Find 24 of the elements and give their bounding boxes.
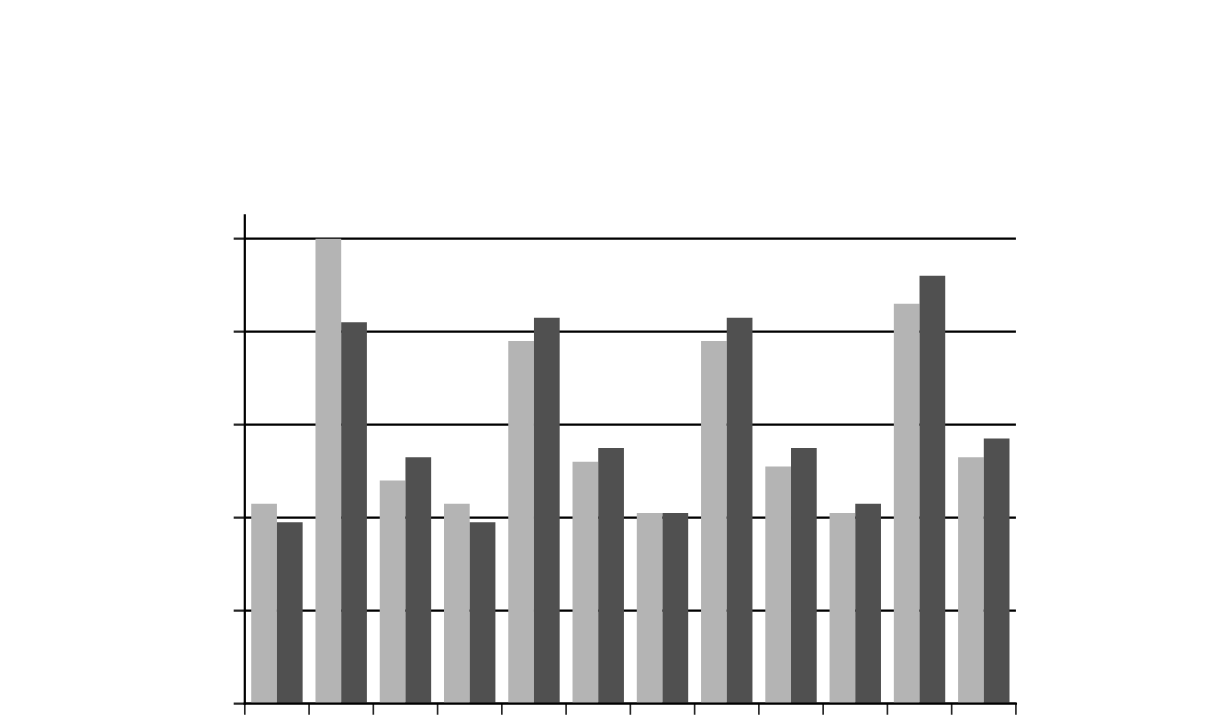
bar — [341, 322, 367, 704]
bar — [508, 340, 534, 704]
bar — [315, 238, 342, 704]
bar — [405, 457, 432, 704]
bar — [855, 503, 881, 704]
bar — [469, 522, 496, 704]
bar — [379, 480, 406, 704]
bar — [251, 503, 277, 704]
bar — [572, 461, 599, 704]
bar — [829, 512, 856, 704]
bar — [919, 275, 946, 704]
bar — [598, 447, 624, 704]
bar — [276, 522, 303, 704]
bar — [791, 447, 817, 704]
bar — [958, 457, 984, 704]
bar — [662, 512, 689, 704]
bar — [765, 466, 792, 704]
bar — [983, 438, 1010, 704]
bar — [893, 303, 920, 704]
bar — [533, 317, 560, 704]
bar — [701, 340, 727, 704]
bar — [726, 317, 753, 704]
bar — [444, 503, 470, 704]
bar — [636, 512, 663, 704]
